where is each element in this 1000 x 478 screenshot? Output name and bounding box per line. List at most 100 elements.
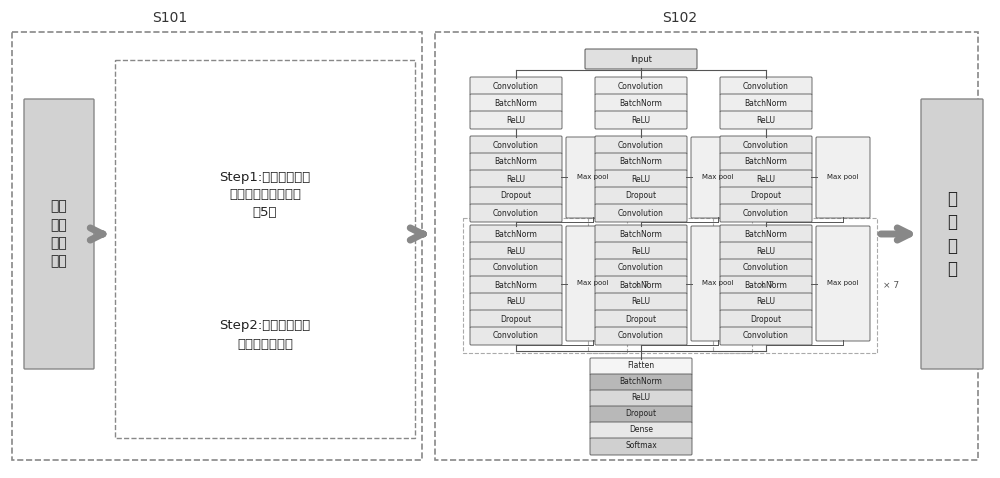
Text: ReLU: ReLU <box>507 247 526 256</box>
Text: Max pool: Max pool <box>577 174 609 180</box>
FancyBboxPatch shape <box>720 94 812 112</box>
Text: Convolution: Convolution <box>743 82 789 90</box>
Text: Convolution: Convolution <box>618 208 664 217</box>
Text: Step2:对切片好的每
段信号打上标签: Step2:对切片好的每 段信号打上标签 <box>219 319 311 350</box>
Bar <box>115 60 415 438</box>
FancyBboxPatch shape <box>595 136 687 154</box>
FancyBboxPatch shape <box>470 310 562 328</box>
Text: BatchNorm: BatchNorm <box>495 98 537 108</box>
Text: Max pool: Max pool <box>577 280 609 286</box>
Text: ReLU: ReLU <box>632 116 650 124</box>
Text: Convolution: Convolution <box>743 208 789 217</box>
Text: ReLU: ReLU <box>632 297 650 306</box>
Text: BatchNorm: BatchNorm <box>495 229 537 239</box>
Text: BatchNorm: BatchNorm <box>495 157 537 166</box>
Bar <box>463 218 627 353</box>
Text: Dropout: Dropout <box>625 315 657 324</box>
Text: Dropout: Dropout <box>750 192 782 200</box>
Text: Max pool: Max pool <box>827 280 859 286</box>
Text: Dropout: Dropout <box>625 410 657 419</box>
FancyBboxPatch shape <box>595 293 687 311</box>
FancyBboxPatch shape <box>595 327 687 345</box>
Text: × 7: × 7 <box>633 281 649 290</box>
FancyBboxPatch shape <box>595 94 687 112</box>
FancyBboxPatch shape <box>470 94 562 112</box>
FancyBboxPatch shape <box>566 226 620 341</box>
FancyBboxPatch shape <box>720 204 812 222</box>
Text: ReLU: ReLU <box>632 247 650 256</box>
Text: Convolution: Convolution <box>618 332 664 340</box>
FancyBboxPatch shape <box>720 77 812 95</box>
Text: × 7: × 7 <box>758 281 774 290</box>
FancyBboxPatch shape <box>595 187 687 205</box>
FancyBboxPatch shape <box>720 310 812 328</box>
Text: ReLU: ReLU <box>507 116 526 124</box>
Text: Input: Input <box>630 54 652 64</box>
FancyBboxPatch shape <box>720 111 812 129</box>
FancyBboxPatch shape <box>595 153 687 171</box>
FancyBboxPatch shape <box>720 242 812 260</box>
Text: Convolution: Convolution <box>493 141 539 150</box>
Text: Dropout: Dropout <box>750 315 782 324</box>
Text: ReLU: ReLU <box>757 247 776 256</box>
FancyBboxPatch shape <box>720 225 812 243</box>
Text: Dropout: Dropout <box>625 192 657 200</box>
Text: ReLU: ReLU <box>757 174 776 184</box>
FancyBboxPatch shape <box>595 310 687 328</box>
FancyBboxPatch shape <box>566 137 620 218</box>
Text: BatchNorm: BatchNorm <box>745 281 787 290</box>
Text: BatchNorm: BatchNorm <box>620 229 662 239</box>
Text: Convolution: Convolution <box>618 82 664 90</box>
FancyBboxPatch shape <box>691 137 745 218</box>
FancyBboxPatch shape <box>590 358 692 375</box>
FancyBboxPatch shape <box>470 225 562 243</box>
Text: Convolution: Convolution <box>618 141 664 150</box>
Text: BatchNorm: BatchNorm <box>620 281 662 290</box>
FancyBboxPatch shape <box>720 276 812 294</box>
FancyBboxPatch shape <box>720 136 812 154</box>
FancyBboxPatch shape <box>470 187 562 205</box>
FancyBboxPatch shape <box>595 242 687 260</box>
FancyBboxPatch shape <box>595 259 687 277</box>
Text: BatchNorm: BatchNorm <box>495 281 537 290</box>
FancyBboxPatch shape <box>24 99 94 369</box>
FancyBboxPatch shape <box>470 153 562 171</box>
FancyBboxPatch shape <box>595 170 687 188</box>
Text: BatchNorm: BatchNorm <box>745 157 787 166</box>
FancyBboxPatch shape <box>470 259 562 277</box>
FancyBboxPatch shape <box>470 170 562 188</box>
FancyBboxPatch shape <box>921 99 983 369</box>
FancyBboxPatch shape <box>590 406 692 423</box>
Text: ReLU: ReLU <box>757 297 776 306</box>
Text: ReLU: ReLU <box>507 174 526 184</box>
Text: Convolution: Convolution <box>493 208 539 217</box>
Text: S102: S102 <box>662 11 698 25</box>
Text: Convolution: Convolution <box>493 263 539 272</box>
Text: Convolution: Convolution <box>743 332 789 340</box>
Text: ReLU: ReLU <box>632 393 650 402</box>
Text: ReLU: ReLU <box>757 116 776 124</box>
FancyBboxPatch shape <box>470 327 562 345</box>
Text: Convolution: Convolution <box>493 332 539 340</box>
FancyBboxPatch shape <box>470 77 562 95</box>
FancyBboxPatch shape <box>816 226 870 341</box>
FancyBboxPatch shape <box>720 293 812 311</box>
FancyBboxPatch shape <box>595 111 687 129</box>
Text: BatchNorm: BatchNorm <box>620 157 662 166</box>
FancyBboxPatch shape <box>470 204 562 222</box>
Bar <box>713 218 877 353</box>
FancyBboxPatch shape <box>720 327 812 345</box>
Text: × 7: × 7 <box>883 281 899 290</box>
Text: 去噪
后的
心电
信号: 去噪 后的 心电 信号 <box>51 199 67 269</box>
FancyBboxPatch shape <box>595 225 687 243</box>
Text: BatchNorm: BatchNorm <box>745 98 787 108</box>
FancyBboxPatch shape <box>720 259 812 277</box>
FancyBboxPatch shape <box>585 49 697 69</box>
Text: Softmax: Softmax <box>625 442 657 450</box>
FancyBboxPatch shape <box>595 204 687 222</box>
Text: Convolution: Convolution <box>743 263 789 272</box>
Bar <box>435 32 978 460</box>
Text: Dropout: Dropout <box>500 192 532 200</box>
FancyBboxPatch shape <box>590 422 692 439</box>
Text: 分
类
结
果: 分 类 结 果 <box>947 190 957 278</box>
